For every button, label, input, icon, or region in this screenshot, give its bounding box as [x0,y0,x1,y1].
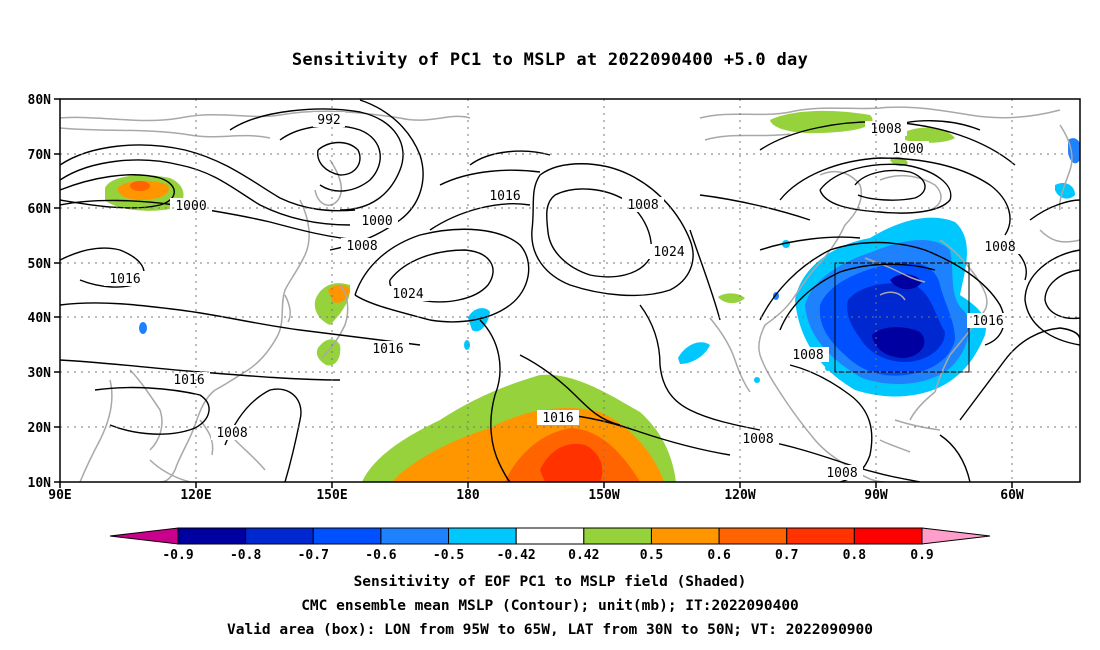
contour-label: 1000 [887,141,929,157]
svg-text:1016: 1016 [489,189,520,204]
lat-label: 70N [28,148,52,163]
positive-sensitivity-pacific-core [540,443,603,482]
colorbar-right-arrow [921,527,991,545]
colorbar-label: -0.9 [162,548,193,563]
contour-label: 1016 [168,372,210,388]
svg-text:992: 992 [317,113,340,128]
lon-label: 90E [48,488,71,503]
colorbar-cell [853,527,923,545]
contour-labels: 992 1000 1000 1008 1016 1008 1024 1024 1… [104,112,1021,481]
colorbar-cell [515,527,585,545]
svg-text:1008: 1008 [870,122,901,137]
svg-text:1000: 1000 [361,214,392,229]
colorbar-cell [245,527,314,545]
svg-text:1008: 1008 [627,198,658,213]
contour-label: 1000 [170,198,212,214]
colorbar-label: 0.9 [910,548,933,563]
contour-label: 1008 [821,465,863,481]
contour-label: 1016 [967,313,1009,329]
colorbar-cell [650,527,720,545]
lat-label: 20N [28,421,52,436]
caption-line-2: CMC ensemble mean MSLP (Contour); unit(m… [301,598,799,614]
contour-label: 992 [313,112,345,128]
colorbar-label: -0.6 [365,548,396,563]
contour-label: 1000 [356,213,398,229]
svg-text:1008: 1008 [826,466,857,481]
lat-label: 60N [28,202,52,217]
contour-label: 1008 [622,197,664,213]
contour-label: 1008 [211,425,253,441]
colorbar-cell [583,527,652,545]
colorbar: -0.9 -0.8 -0.7 -0.6 -0.5 -0.42 0.42 0.5 0.6 0.7 0.… [109,527,991,563]
lon-label: 120W [724,488,755,503]
lat-label: 40N [28,311,52,326]
latitude-labels: 80N 70N 60N 50N 40N 30N 20N 10N [28,93,52,491]
contour-label: 1016 [367,341,409,357]
sensitivity-shading [105,110,1080,482]
svg-text:1016: 1016 [542,411,573,426]
svg-text:1016: 1016 [972,314,1003,329]
svg-text:1008: 1008 [792,348,823,363]
svg-text:1016: 1016 [109,272,140,287]
colorbar-cell [312,527,382,545]
svg-text:1008: 1008 [984,240,1015,255]
svg-text:1016: 1016 [173,373,204,388]
colorbar-label: 0.5 [640,548,663,563]
lon-label: 90W [864,488,888,503]
contour-label: 1008 [979,239,1021,255]
lon-label: 150E [316,488,347,503]
map-frame [59,98,1081,483]
svg-text:1024: 1024 [392,287,423,302]
lon-label: 60W [1000,488,1024,503]
axis-ticks [54,98,1013,488]
lon-label: 120E [180,488,211,503]
map-title: Sensitivity of PC1 to MSLP at 2022090400… [291,50,809,70]
graticule [60,99,1080,482]
colorbar-label: 0.6 [707,548,731,563]
contour-label: 1008 [737,431,779,447]
svg-text:1008: 1008 [216,426,247,441]
coastlines [60,106,1080,482]
svg-text:1008: 1008 [742,432,773,447]
lat-label: 50N [28,257,52,272]
longitude-labels: 90E 120E 150E 180 150W 120W 90W 60W [48,488,1024,503]
colorbar-left-arrow [109,527,179,545]
colorbar-cell [380,527,450,545]
contour-label: 1016 [537,410,579,426]
colorbar-label: -0.7 [298,548,329,563]
contour-label: 1008 [865,121,907,137]
contour-label: 1016 [104,271,146,287]
svg-text:1024: 1024 [653,245,684,260]
colorbar-cell [718,527,788,545]
lat-label: 80N [28,93,52,108]
caption-line-1: Sensitivity of EOF PC1 to MSLP field (Sh… [353,574,747,590]
colorbar-label: -0.5 [433,548,464,563]
caption-line-3: Valid area (box): LON from 95W to 65W, L… [226,622,873,638]
svg-text:1000: 1000 [175,199,206,214]
lon-label: 150W [588,488,619,503]
colorbar-label: 0.8 [843,548,867,563]
contour-label: 1008 [787,347,829,363]
svg-text:1016: 1016 [372,342,403,357]
colorbar-label: 0.42 [568,548,599,563]
contour-label: 1024 [387,286,429,302]
contour-label: 1008 [341,238,383,254]
contour-label: 1016 [484,188,526,204]
lon-label: 180 [456,488,480,503]
colorbar-label: 0.7 [775,548,798,563]
lat-label: 10N [28,476,52,491]
colorbar-cell [177,527,247,545]
contour-label: 1024 [648,244,690,260]
colorbar-label: -0.42 [497,548,536,563]
svg-text:1000: 1000 [892,142,923,157]
svg-text:1008: 1008 [346,239,377,254]
colorbar-cell [786,527,855,545]
colorbar-cell [448,527,517,545]
lat-label: 30N [28,366,52,381]
colorbar-label: -0.8 [230,548,261,563]
